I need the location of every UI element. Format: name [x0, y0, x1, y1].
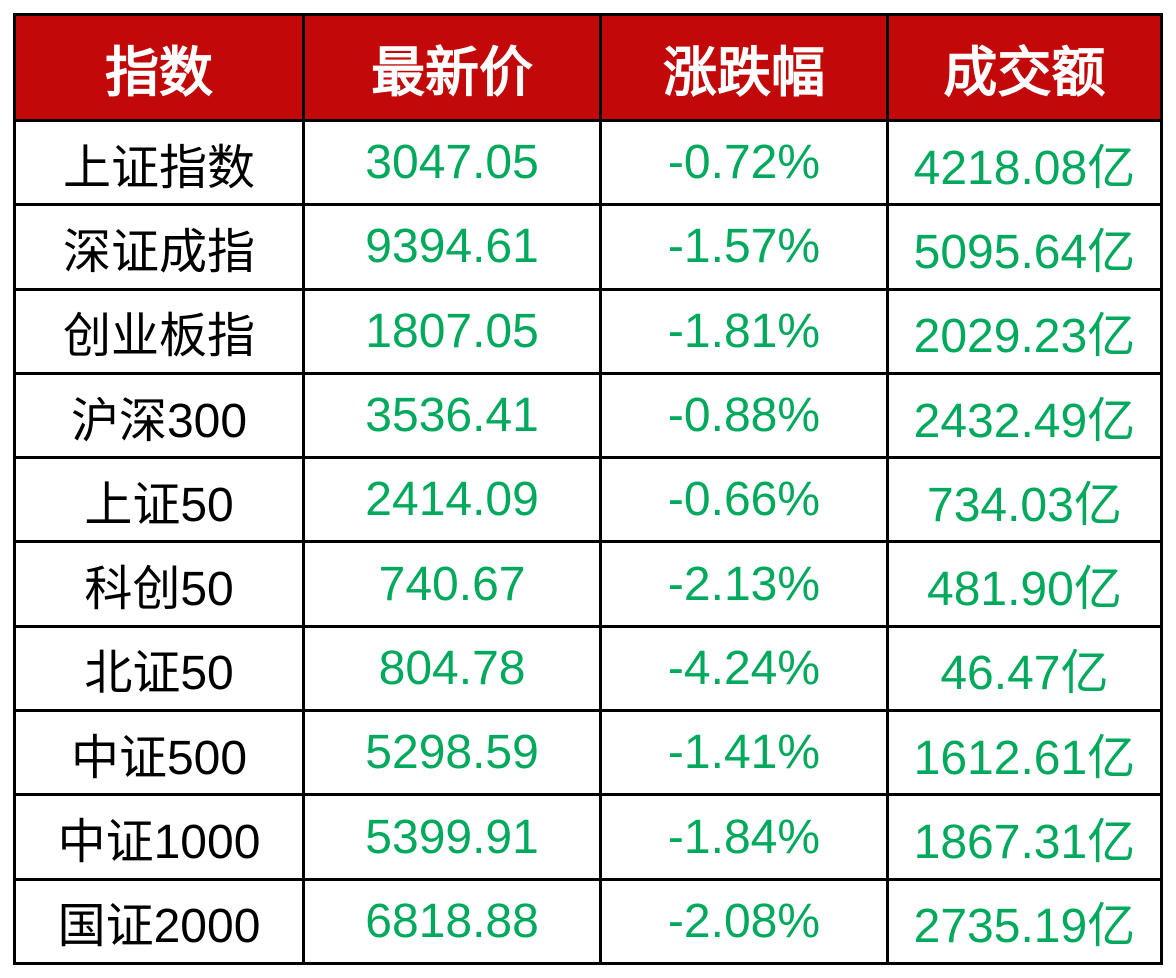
price-cell: 5298.59	[302, 709, 603, 797]
table-row: 国证2000 6818.88 -2.08% 2735.19亿	[12, 877, 1164, 966]
price-cell: 5399.91	[302, 793, 603, 881]
change-cell: -2.08%	[599, 877, 889, 966]
table-row: 沪深300 3536.41 -0.88% 2432.49亿	[12, 371, 1164, 460]
index-name-cell: 创业板指	[12, 287, 306, 375]
price-cell: 3047.05	[302, 118, 603, 207]
change-cell: -0.88%	[599, 371, 889, 460]
table-row: 中证1000 5399.91 -1.84% 1867.31亿	[12, 793, 1164, 881]
change-cell: -1.84%	[599, 793, 889, 881]
table-row: 北证50 804.78 -4.24% 46.47亿	[12, 624, 1164, 713]
turnover-cell: 4218.08亿	[885, 118, 1164, 207]
price-cell: 3536.41	[302, 371, 603, 460]
market-index-table-container: 指数 最新价 涨跌幅 成交额 上证指数 3047.05 -0.72% 4218.…	[12, 13, 1164, 966]
price-cell: 2414.09	[302, 456, 603, 544]
index-name-cell: 科创50	[12, 540, 306, 628]
table-row: 科创50 740.67 -2.13% 481.90亿	[12, 540, 1164, 628]
change-cell: -1.81%	[599, 287, 889, 375]
header-turnover: 成交额	[885, 13, 1164, 122]
change-cell: -2.13%	[599, 540, 889, 628]
price-cell: 1807.05	[302, 287, 603, 375]
turnover-cell: 2432.49亿	[885, 371, 1164, 460]
index-name-cell: 上证50	[12, 456, 306, 544]
table-header-row: 指数 最新价 涨跌幅 成交额	[12, 13, 1164, 122]
price-cell: 6818.88	[302, 877, 603, 966]
index-name-cell: 国证2000	[12, 877, 306, 966]
table-row: 深证成指 9394.61 -1.57% 5095.64亿	[12, 203, 1164, 291]
header-latest-price: 最新价	[302, 13, 603, 122]
turnover-cell: 5095.64亿	[885, 203, 1164, 291]
header-index: 指数	[12, 13, 306, 122]
header-change-percent: 涨跌幅	[599, 13, 889, 122]
table-row: 上证50 2414.09 -0.66% 734.03亿	[12, 456, 1164, 544]
index-name-cell: 中证1000	[12, 793, 306, 881]
change-cell: -0.72%	[599, 118, 889, 207]
turnover-cell: 2735.19亿	[885, 877, 1164, 966]
table-row: 创业板指 1807.05 -1.81% 2029.23亿	[12, 287, 1164, 375]
index-name-cell: 深证成指	[12, 203, 306, 291]
change-cell: -0.66%	[599, 456, 889, 544]
turnover-cell: 1612.61亿	[885, 709, 1164, 797]
turnover-cell: 1867.31亿	[885, 793, 1164, 881]
turnover-cell: 2029.23亿	[885, 287, 1164, 375]
turnover-cell: 46.47亿	[885, 624, 1164, 713]
price-cell: 740.67	[302, 540, 603, 628]
price-cell: 9394.61	[302, 203, 603, 291]
index-name-cell: 北证50	[12, 624, 306, 713]
price-cell: 804.78	[302, 624, 603, 713]
change-cell: -1.57%	[599, 203, 889, 291]
index-name-cell: 中证500	[12, 709, 306, 797]
table-row: 中证500 5298.59 -1.41% 1612.61亿	[12, 709, 1164, 797]
table-row: 上证指数 3047.05 -0.72% 4218.08亿	[12, 118, 1164, 207]
change-cell: -1.41%	[599, 709, 889, 797]
turnover-cell: 734.03亿	[885, 456, 1164, 544]
market-index-table: 指数 最新价 涨跌幅 成交额 上证指数 3047.05 -0.72% 4218.…	[12, 13, 1164, 966]
index-name-cell: 上证指数	[12, 118, 306, 207]
turnover-cell: 481.90亿	[885, 540, 1164, 628]
index-name-cell: 沪深300	[12, 371, 306, 460]
change-cell: -4.24%	[599, 624, 889, 713]
